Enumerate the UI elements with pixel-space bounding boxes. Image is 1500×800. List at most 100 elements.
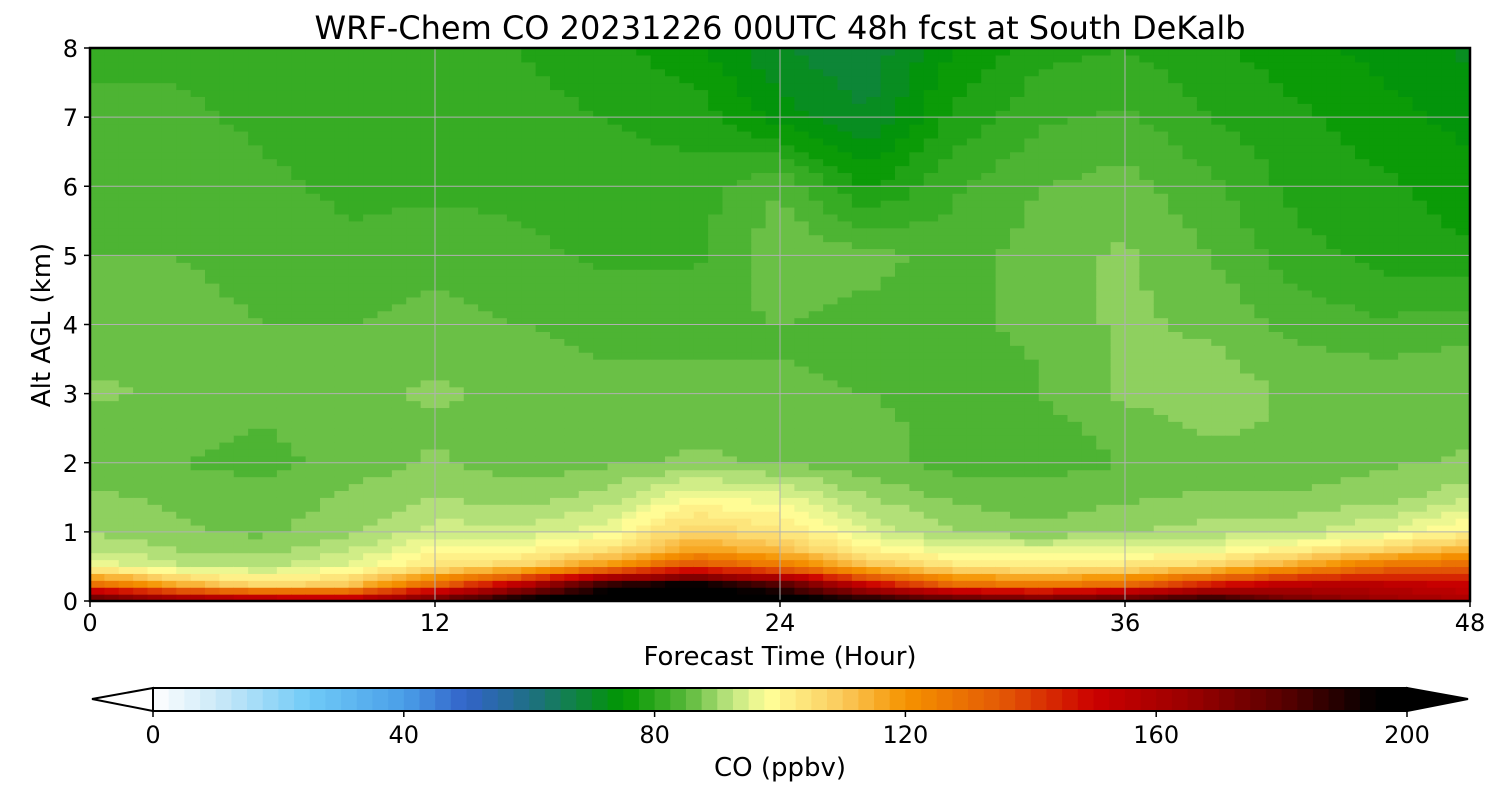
heat-cell: [377, 580, 393, 588]
heat-cell: [535, 428, 551, 436]
heat-cell: [190, 545, 206, 554]
heat-cell: [952, 317, 968, 326]
heat-cell: [535, 359, 551, 367]
heat-cell: [780, 455, 795, 464]
heat-cell: [435, 144, 450, 153]
heat-cell: [593, 172, 609, 180]
heat-cell: [478, 303, 494, 312]
heat-cell: [363, 531, 379, 540]
heat-cell: [621, 296, 637, 305]
heat-cell: [190, 497, 206, 505]
heat-cell: [837, 179, 853, 187]
heat-cell: [420, 359, 436, 367]
heat-cell: [794, 324, 810, 333]
heat-cell: [334, 559, 350, 568]
heat-cell: [133, 213, 149, 222]
heat-cell: [161, 89, 177, 97]
heat-cell: [420, 524, 436, 533]
heat-cell: [808, 331, 824, 339]
heat-cell: [348, 248, 364, 256]
heat-cell: [90, 310, 105, 319]
heat-cell: [506, 213, 522, 222]
heat-cell: [276, 144, 292, 153]
heat-cell: [90, 54, 105, 63]
heat-cell: [219, 61, 235, 70]
heat-cell: [348, 407, 364, 415]
heat-cell: [248, 483, 264, 491]
heat-cell: [751, 103, 767, 111]
heat-cell: [205, 462, 220, 471]
heat-cell: [765, 359, 781, 367]
heat-cell: [708, 130, 724, 139]
heat-cell: [133, 552, 149, 561]
heat-cell: [607, 89, 623, 97]
heat-cell: [722, 96, 738, 104]
heat-cell: [291, 414, 307, 422]
heat-cell: [161, 476, 177, 485]
heat-cell: [248, 200, 264, 208]
heat-cell: [262, 414, 278, 422]
heat-cell: [765, 117, 781, 125]
heat-cell: [90, 338, 105, 346]
heat-cell: [320, 497, 335, 505]
heat-cell: [679, 573, 695, 581]
heat-cell: [161, 200, 177, 208]
heat-cell: [880, 435, 896, 443]
heat-cell: [693, 276, 709, 284]
heat-cell: [550, 96, 565, 104]
heat-cell: [363, 310, 379, 319]
heat-cell: [176, 504, 192, 512]
heat-cell: [837, 68, 853, 77]
heat-cell: [262, 276, 278, 284]
heat-cell: [320, 483, 335, 491]
heat-cell: [880, 200, 896, 208]
heat-cell: [679, 469, 695, 478]
heat-cell: [348, 227, 364, 236]
heat-cell: [391, 331, 407, 339]
heat-cell: [348, 110, 364, 118]
heat-cell: [334, 518, 350, 526]
heat-cell: [895, 490, 910, 498]
heat-cell: [578, 469, 594, 478]
heat-cell: [205, 421, 220, 429]
heat-cell: [348, 442, 364, 450]
heat-cell: [693, 421, 709, 429]
heat-cell: [722, 331, 738, 339]
heat-cell: [808, 172, 824, 180]
heat-cell: [621, 414, 637, 422]
heat-cell: [621, 435, 637, 443]
heat-cell: [377, 241, 393, 250]
heat-cell: [708, 511, 724, 519]
heat-cell: [679, 213, 695, 222]
heat-cell: [233, 220, 249, 229]
heat-cell: [736, 283, 752, 291]
heat-cell: [104, 531, 120, 540]
heat-cell: [521, 144, 537, 153]
heat-cell: [463, 442, 479, 450]
heat-cell: [104, 227, 120, 236]
heat-cell: [851, 220, 867, 229]
heat-cell: [952, 220, 968, 229]
heat-cell: [435, 594, 450, 601]
heat-cell: [205, 545, 220, 554]
heat-cell: [650, 117, 666, 125]
heat-cell: [736, 414, 752, 422]
heat-cell: [219, 365, 235, 374]
heat-cell: [90, 372, 105, 381]
heat-cell: [147, 68, 163, 77]
heat-cell: [305, 531, 321, 540]
heat-cell: [233, 386, 249, 395]
heat-cell: [780, 103, 795, 111]
heat-cell: [478, 151, 494, 160]
heat-cell: [420, 213, 436, 222]
heat-cell: [564, 455, 580, 464]
heat-cell: [248, 75, 264, 84]
heat-cell: [851, 518, 867, 526]
heat-cell: [233, 117, 249, 125]
heat-cell: [636, 75, 652, 84]
heat-cell: [334, 165, 350, 174]
heat-cell: [420, 151, 436, 160]
heat-cell: [205, 365, 220, 374]
heat-cell: [219, 324, 235, 333]
heat-cell: [506, 518, 522, 526]
